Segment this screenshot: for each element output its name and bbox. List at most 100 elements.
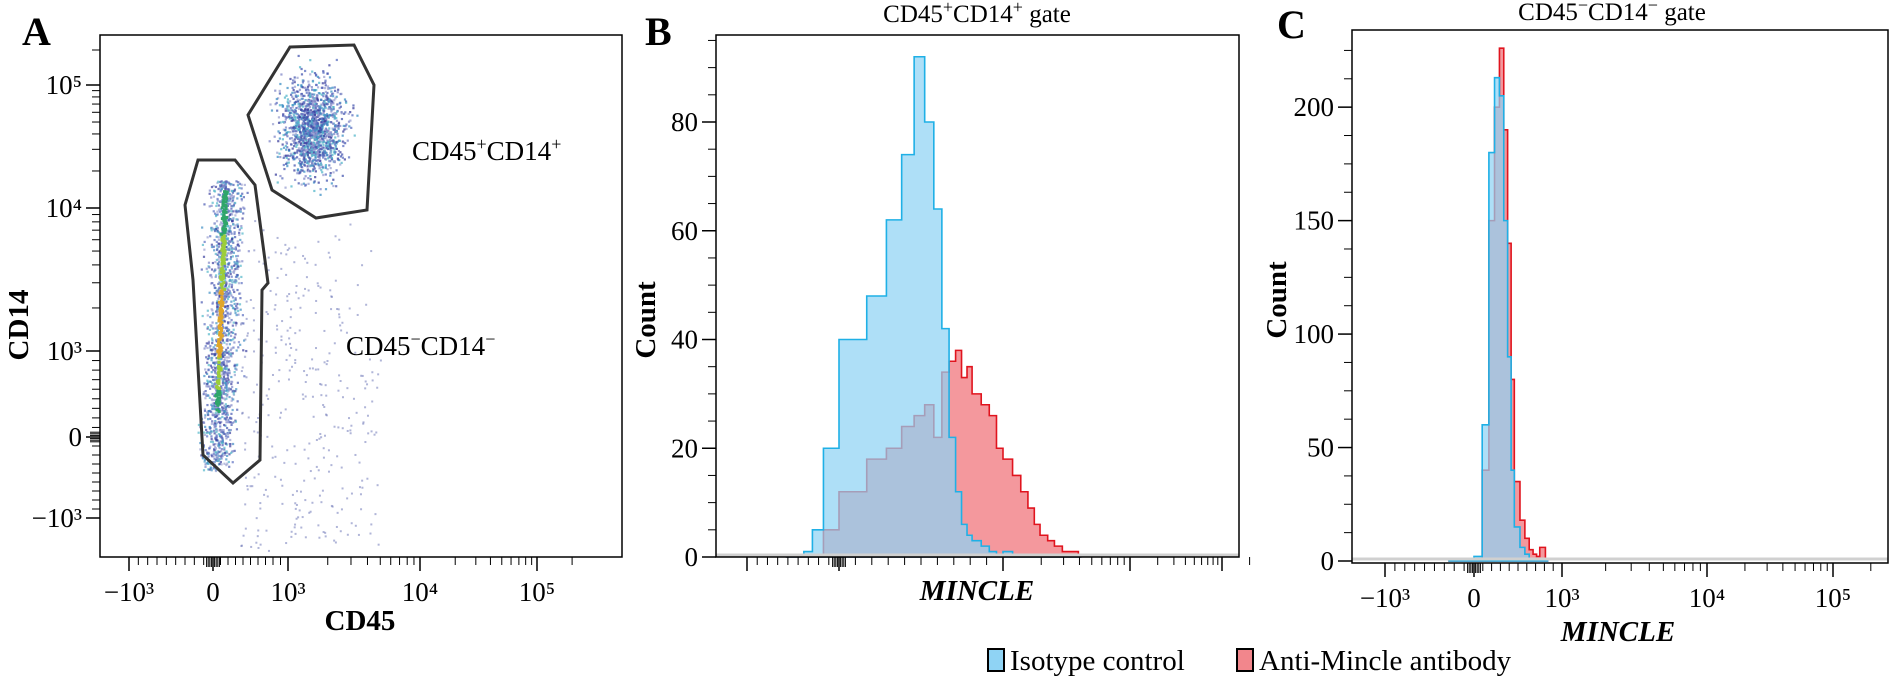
gate-cd45neg-cd14neg[interactable] bbox=[183, 158, 270, 486]
scatter-point-sparse bbox=[246, 485, 249, 488]
scatter-point-sparse bbox=[349, 223, 352, 226]
scatter-point bbox=[234, 324, 238, 327]
scatter-point-dense bbox=[217, 367, 221, 371]
scatter-point bbox=[319, 188, 322, 191]
scatter-point bbox=[298, 66, 302, 69]
scatter-point bbox=[229, 255, 233, 259]
scatter-point bbox=[214, 351, 217, 354]
scatter-point bbox=[339, 151, 342, 154]
scatter-point bbox=[320, 163, 323, 166]
scatter-point bbox=[301, 97, 305, 100]
scatter-point bbox=[317, 181, 320, 184]
scatter-point bbox=[301, 149, 304, 153]
scatter-point bbox=[293, 139, 296, 143]
scatter-point bbox=[283, 167, 286, 171]
scatter-point bbox=[223, 370, 227, 374]
scatter-point-dense bbox=[222, 261, 226, 265]
scatter-point bbox=[324, 102, 327, 105]
scatter-point bbox=[224, 382, 228, 385]
scatter-point bbox=[216, 229, 219, 232]
scatter-point bbox=[302, 133, 305, 136]
y-tick-label: 10³ bbox=[47, 336, 82, 366]
scatter-point bbox=[277, 121, 281, 124]
gate-cd45pos-cd14pos[interactable] bbox=[246, 43, 376, 220]
scatter-point bbox=[225, 416, 228, 419]
scatter-point bbox=[311, 102, 314, 105]
scatter-point bbox=[299, 131, 302, 134]
scatter-point bbox=[301, 102, 304, 106]
scatter-point bbox=[308, 137, 311, 141]
scatter-point bbox=[226, 271, 229, 275]
scatter-point bbox=[221, 436, 224, 440]
scatter-point bbox=[296, 98, 299, 101]
scatter-point-sparse bbox=[294, 332, 297, 335]
scatter-point bbox=[237, 277, 240, 280]
scatter-point-sparse bbox=[374, 513, 377, 516]
scatter-point bbox=[307, 80, 310, 83]
scatter-point bbox=[275, 101, 278, 105]
x-tick-label: −10³ bbox=[1360, 583, 1410, 613]
scatter-point bbox=[298, 160, 302, 163]
legend-swatch-isotype bbox=[987, 648, 1005, 672]
scatter-point bbox=[220, 242, 224, 245]
scatter-point bbox=[323, 134, 326, 137]
scatter-point bbox=[216, 213, 219, 216]
scatter-point bbox=[324, 165, 327, 168]
scatter-point-dense bbox=[218, 291, 222, 295]
scatter-point bbox=[217, 272, 221, 275]
scatter-point bbox=[306, 146, 309, 150]
scatter-point bbox=[330, 182, 333, 185]
scatter-point bbox=[335, 185, 338, 188]
scatter-point-sparse bbox=[368, 358, 371, 361]
scatter-point bbox=[217, 236, 220, 239]
scatter-point bbox=[225, 437, 228, 440]
scatter-point bbox=[292, 119, 295, 122]
scatter-point-dense bbox=[219, 301, 223, 305]
legend-item-isotype-control[interactable]: Isotype control bbox=[987, 645, 1185, 677]
scatter-point bbox=[285, 116, 288, 119]
scatter-point bbox=[226, 304, 229, 308]
scatter-point-sparse bbox=[264, 488, 267, 491]
x-tick-label: 10³ bbox=[1544, 583, 1579, 613]
scatter-point bbox=[233, 364, 236, 368]
scatter-point bbox=[236, 218, 239, 221]
scatter-point bbox=[311, 112, 315, 115]
scatter-point-sparse bbox=[246, 334, 249, 337]
scatter-point bbox=[312, 106, 315, 109]
scatter-point bbox=[291, 109, 295, 112]
scatter-point-sparse bbox=[308, 511, 311, 514]
scatter-point bbox=[339, 163, 342, 166]
scatter-point-sparse bbox=[294, 359, 297, 362]
scatter-point bbox=[220, 396, 223, 399]
scatter-point bbox=[308, 156, 311, 159]
scatter-point bbox=[301, 81, 305, 84]
scatter-point bbox=[282, 133, 285, 137]
legend-item-anti-mincle[interactable]: Anti-Mincle antibody bbox=[1236, 645, 1512, 677]
scatter-point-sparse bbox=[309, 510, 312, 513]
scatter-point-dense bbox=[221, 251, 225, 255]
scatter-point bbox=[228, 278, 232, 282]
y-tick-label: 50 bbox=[1307, 433, 1334, 463]
scatter-point bbox=[305, 132, 308, 136]
scatter-point bbox=[218, 445, 221, 448]
scatter-point-sparse bbox=[298, 329, 301, 332]
scatter-point bbox=[303, 148, 306, 151]
scatter-point bbox=[227, 200, 230, 203]
scatter-point-dense bbox=[220, 261, 224, 265]
scatter-point bbox=[316, 137, 319, 140]
scatter-point bbox=[210, 229, 213, 232]
scatter-point bbox=[242, 212, 245, 215]
scatter-point-sparse bbox=[307, 289, 310, 292]
scatter-point bbox=[223, 363, 226, 366]
scatter-point bbox=[226, 377, 229, 380]
scatter-point bbox=[207, 418, 210, 421]
scatter-point bbox=[219, 403, 222, 406]
x-tick-label: 10³ bbox=[270, 577, 305, 607]
scatter-point bbox=[234, 333, 237, 336]
scatter-point bbox=[299, 150, 302, 153]
scatter-point bbox=[210, 382, 214, 385]
scatter-point-sparse bbox=[246, 488, 249, 491]
scatter-point-sparse bbox=[262, 229, 265, 232]
scatter-point bbox=[205, 394, 208, 397]
scatter-point bbox=[211, 201, 214, 204]
